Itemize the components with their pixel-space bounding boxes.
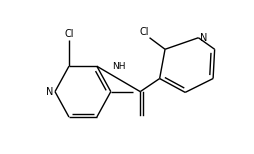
- Text: N: N: [46, 87, 53, 97]
- Text: Cl: Cl: [139, 26, 149, 36]
- Text: N: N: [200, 33, 207, 43]
- Text: NH: NH: [112, 62, 125, 71]
- Text: Cl: Cl: [64, 29, 74, 39]
